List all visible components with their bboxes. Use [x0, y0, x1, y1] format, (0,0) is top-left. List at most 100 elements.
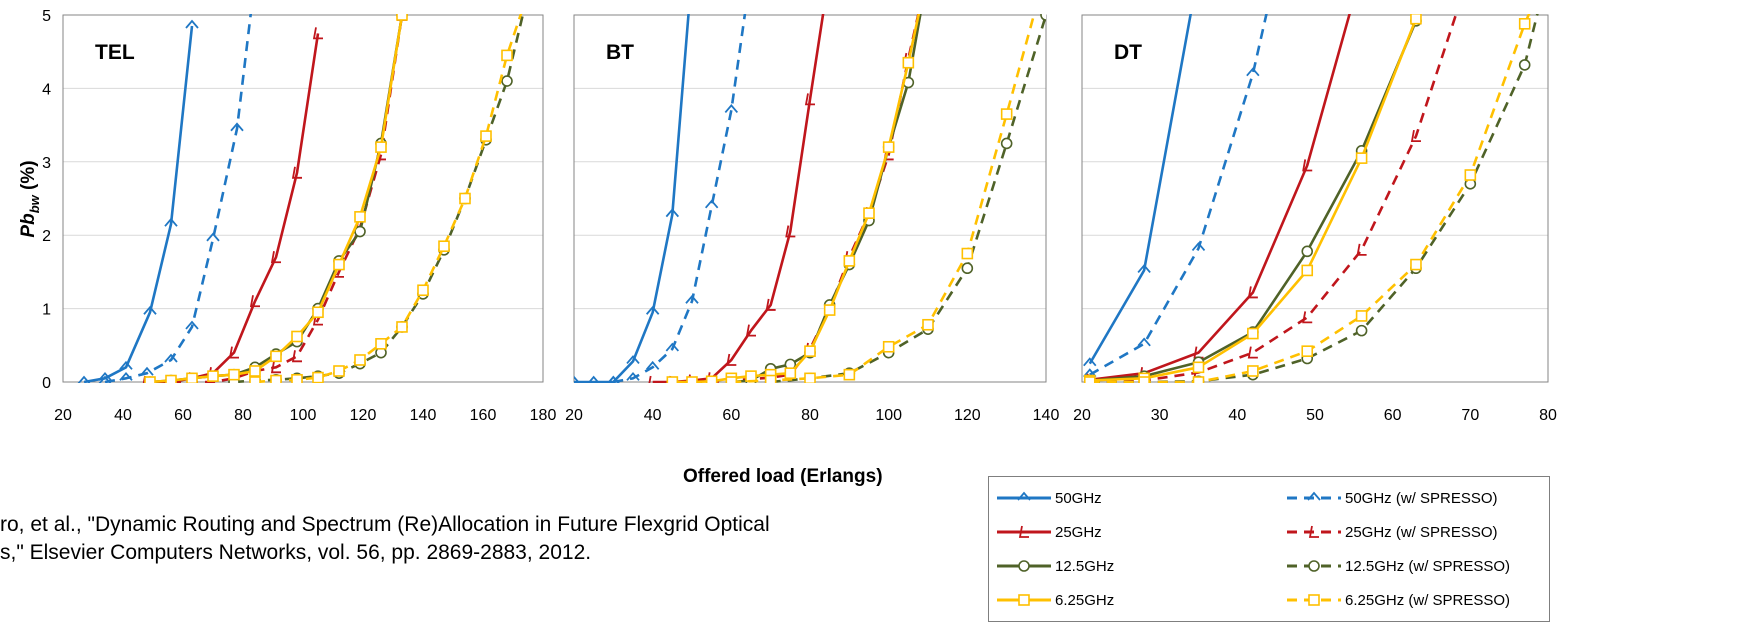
data-point: [165, 374, 177, 383]
data-point: [164, 353, 178, 363]
y-tick-label: 0: [42, 375, 51, 392]
data-point: [249, 295, 260, 308]
series-line: [83, 25, 194, 383]
data-point: [648, 375, 652, 383]
legend: 50GHz 50GHz (w/ SPRESSO) 25GHz 25GHz (w/ SP…: [988, 476, 1550, 622]
series-group: [1083, 14, 1539, 383]
data-point: [1247, 286, 1258, 299]
x-tick-label: 180: [530, 407, 557, 424]
data-point: [1355, 310, 1368, 322]
series-line: [254, 14, 523, 383]
legend-swatch: [997, 560, 1051, 572]
data-point: [804, 93, 815, 106]
panel-bt: 20 40 60 80 100 120 140 BT: [565, 14, 1059, 424]
x-tick-label: 20: [1073, 407, 1091, 424]
legend-marker: [1308, 594, 1320, 606]
data-point: [1302, 159, 1313, 172]
reference-line-2: s," Elsevier Computers Networks, vol. 56…: [0, 541, 592, 564]
data-point: [1356, 243, 1367, 256]
data-point: [98, 375, 112, 383]
data-point: [1000, 137, 1013, 150]
data-point: [354, 225, 366, 238]
series-line: [233, 14, 525, 383]
legend-label: 50GHz: [1055, 489, 1102, 507]
data-point: [185, 19, 199, 29]
series-line: [652, 14, 825, 383]
data-point: [764, 374, 777, 383]
data-point: [1191, 242, 1206, 251]
data-point: [765, 298, 776, 311]
series-line: [672, 14, 921, 383]
data-point: [270, 350, 282, 363]
x-tick-label: 60: [174, 407, 192, 424]
data-point: [291, 373, 303, 383]
data-point: [270, 374, 282, 383]
y-tick-label: 5: [42, 8, 51, 25]
data-point: [587, 375, 600, 383]
legend-label: 25GHz: [1055, 523, 1102, 541]
data-point: [1301, 245, 1314, 258]
y-tick-label: 1: [42, 302, 51, 319]
data-point: [312, 371, 324, 383]
legend-label: 12.5GHz (w/ SPRESSO): [1345, 557, 1511, 575]
data-point: [1247, 346, 1258, 359]
legend-label: 50GHz (w/ SPRESSO): [1345, 489, 1498, 507]
y-axis-label: Pbbw (%): [18, 160, 42, 237]
data-point: [1355, 152, 1368, 164]
series-line: [1089, 14, 1531, 383]
data-point: [501, 49, 513, 62]
data-point: [1000, 108, 1013, 120]
series-line: [692, 14, 920, 383]
legend-item: 6.25GHz (w/ SPRESSO): [1285, 587, 1510, 613]
legend-item: 12.5GHz (w/ SPRESSO): [1285, 553, 1510, 579]
data-point: [1301, 345, 1314, 357]
legend-label: 25GHz (w/ SPRESSO): [1345, 523, 1498, 541]
data-point: [1246, 67, 1260, 77]
data-point: [1355, 324, 1368, 337]
x-tick-label: 20: [54, 407, 72, 424]
data-point: [312, 306, 324, 319]
data-point: [1138, 376, 1150, 383]
data-point: [1083, 357, 1097, 367]
data-point: [645, 305, 660, 315]
data-point: [1247, 365, 1259, 377]
panel-dt: 20 30 40 50 60 70 80 DT: [1073, 14, 1557, 424]
data-point: [843, 255, 856, 267]
data-point: [882, 340, 895, 353]
data-point: [1410, 129, 1421, 143]
data-point: [207, 370, 219, 382]
data-point: [501, 75, 513, 87]
legend-swatch: [997, 491, 1051, 501]
data-point: [726, 353, 737, 366]
data-point: [784, 367, 797, 379]
data-point: [291, 350, 302, 363]
x-tick-label: 70: [1461, 407, 1479, 424]
data-point: [375, 141, 387, 153]
legend-swatch: [1287, 525, 1341, 538]
data-point: [438, 240, 450, 253]
legend-marker: [1018, 525, 1029, 538]
legend-marker: [1308, 525, 1319, 538]
data-point: [1083, 376, 1096, 383]
data-point: [745, 370, 757, 382]
data-point: [725, 376, 738, 383]
x-axis-label: Offered load (Erlangs): [683, 466, 883, 487]
x-tick-label: 30: [1151, 407, 1169, 424]
plot-frame: [573, 14, 1047, 383]
data-point: [333, 365, 345, 377]
legend-swatch: [1287, 594, 1341, 606]
data-point: [626, 371, 640, 381]
legend-swatch: [997, 594, 1051, 606]
y-tick-label: 4: [42, 81, 51, 98]
x-tick-label: 100: [290, 407, 317, 424]
data-point: [186, 372, 198, 383]
x-tick-label: 60: [1384, 407, 1402, 424]
x-tick-label: 60: [722, 407, 740, 424]
data-point: [902, 56, 915, 69]
data-point: [228, 346, 239, 359]
data-point: [228, 368, 240, 381]
data-point: [98, 371, 112, 381]
legend-item: 25GHz: [995, 519, 1102, 545]
x-tick-label: 50: [1306, 407, 1324, 424]
